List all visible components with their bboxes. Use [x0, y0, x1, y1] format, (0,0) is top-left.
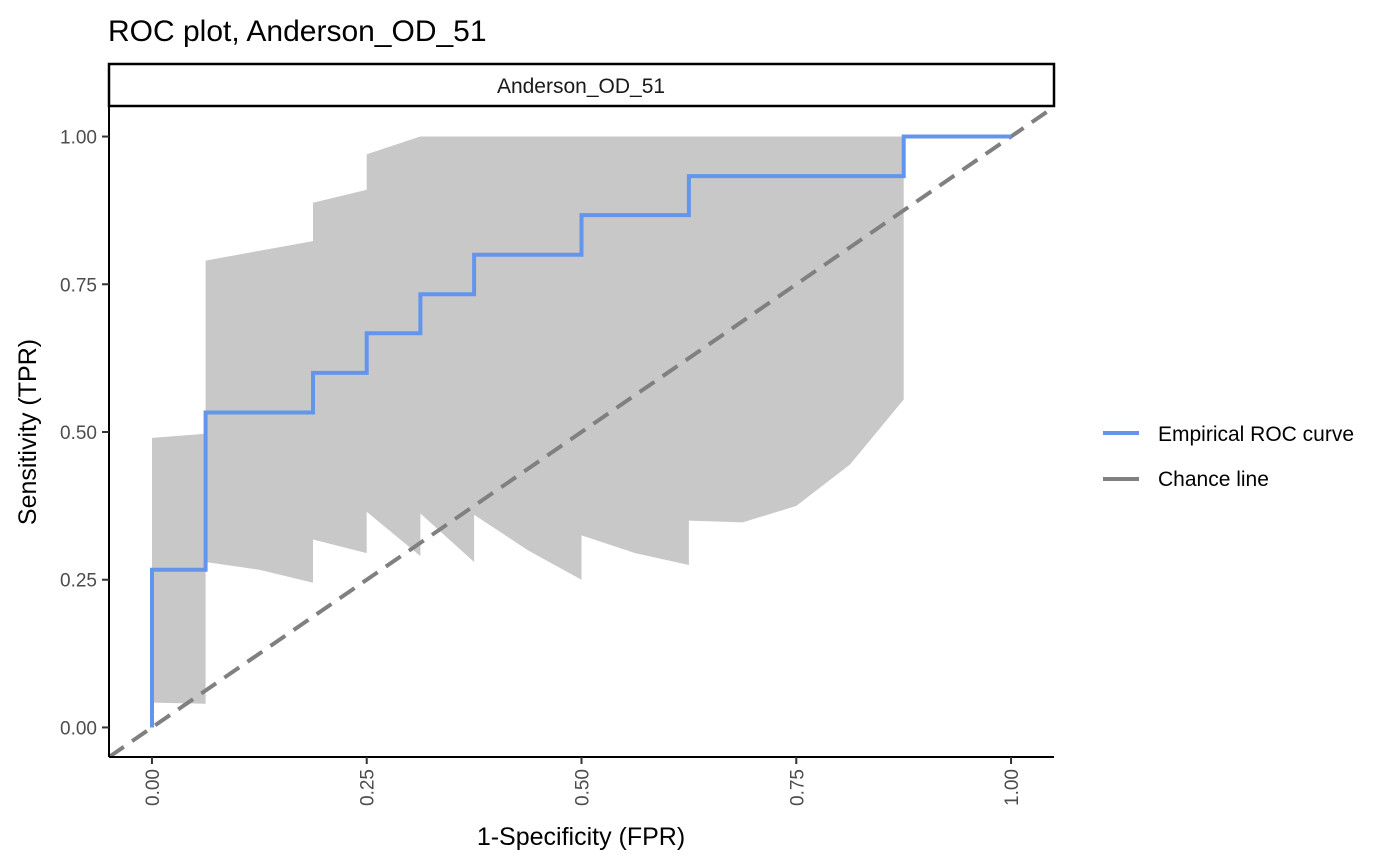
- empirical-roc-curve: [150, 134, 1011, 728]
- y-tick-label: 0.25: [60, 571, 97, 592]
- y-tick-label: 0.50: [60, 423, 97, 444]
- y-axis-ticks: 0.00 0.25 0.50 0.75 1.00: [60, 128, 109, 739]
- legend-label-roc: Empirical ROC curve: [1158, 423, 1354, 446]
- chance-line: [109, 107, 1054, 757]
- x-tick-label: 0.75: [787, 769, 808, 806]
- y-tick-label: 1.00: [60, 128, 97, 149]
- legend-label-chance: Chance line: [1158, 468, 1269, 491]
- x-tick-label: 0.50: [573, 769, 594, 806]
- plot-area: [109, 107, 1054, 757]
- y-tick-label: 0.75: [60, 275, 97, 296]
- facet-strip-label: Anderson_OD_51: [497, 75, 665, 98]
- y-axis-title: Sensitivity (TPR): [14, 339, 42, 525]
- x-tick-label: 0.25: [358, 769, 379, 806]
- x-axis-title: 1-Specificity (FPR): [477, 823, 685, 851]
- legend: Empirical ROC curve Chance line: [1103, 423, 1354, 491]
- x-tick-label: 0.00: [143, 769, 164, 806]
- facet-strip: [107, 62, 1056, 108]
- confidence-band: [152, 136, 904, 704]
- x-axis-ticks: 0.00 0.25 0.50 0.75 1.00: [143, 757, 1023, 806]
- x-tick-label: 1.00: [1002, 769, 1023, 806]
- y-tick-label: 0.00: [60, 718, 97, 739]
- chart-title: ROC plot, Anderson_OD_51: [108, 15, 487, 48]
